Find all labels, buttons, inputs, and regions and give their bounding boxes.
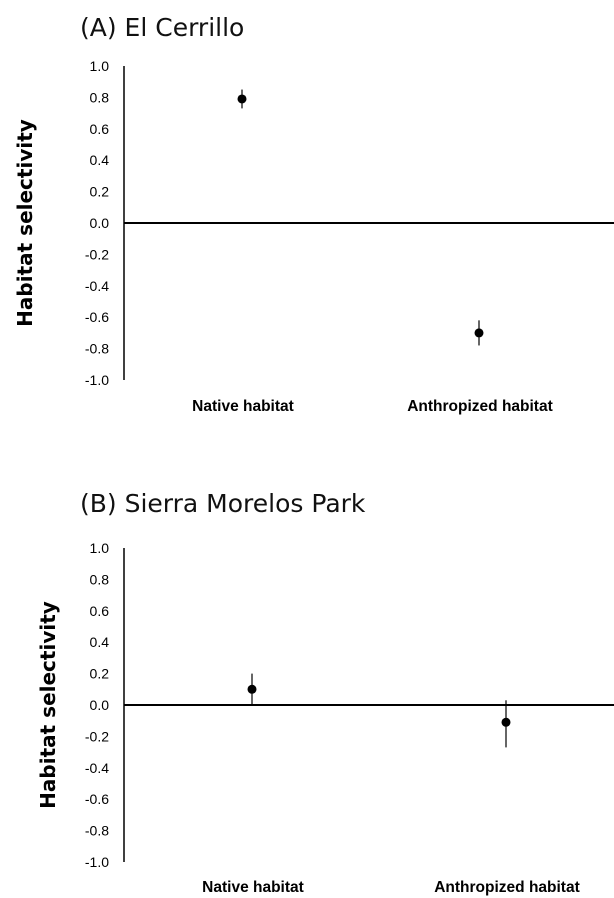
y-tick-label: 0.8 [90, 89, 110, 105]
y-tick-label: -0.4 [85, 760, 109, 776]
y-tick-label: 0.0 [90, 697, 110, 713]
y-axis-label: Habitat selectivity [13, 119, 37, 327]
x-category-label: Anthropized habitat [407, 398, 553, 415]
y-tick-label: -1.0 [85, 372, 109, 388]
data-point [247, 684, 257, 694]
y-tick-label: -0.4 [85, 278, 109, 294]
y-axis-label: Habitat selectivity [36, 601, 60, 809]
data-point [237, 94, 247, 104]
y-tick-label: 0.6 [90, 121, 110, 137]
y-tick-label: -0.8 [85, 341, 109, 357]
chart-panel-a: (A) El Cerrillo Habitat selectivity 1.0 0.8… [13, 13, 614, 415]
y-tick-label: -0.2 [85, 728, 109, 744]
chart-title: (B) Sierra Morelos Park [80, 489, 366, 518]
y-tick-label: -0.8 [85, 823, 109, 839]
y-tick-label: 1.0 [90, 540, 110, 556]
y-tick-label: 0.2 [90, 184, 110, 200]
x-category-label: Native habitat [192, 398, 294, 415]
x-category-label: Native habitat [202, 879, 304, 896]
data-point [501, 717, 511, 727]
y-tick-label: -1.0 [85, 854, 109, 870]
x-category-label: Anthropized habitat [434, 879, 580, 896]
chart-title: (A) El Cerrillo [80, 13, 244, 42]
chart-panel-b: (B) Sierra Morelos Park Habitat selectivi… [36, 489, 614, 896]
y-tick-label: -0.2 [85, 246, 109, 262]
y-tick-label: 0.8 [90, 571, 110, 587]
y-tick-label: 0.6 [90, 603, 110, 619]
y-tick-label: -0.6 [85, 309, 109, 325]
data-point [474, 328, 484, 338]
y-tick-label: -0.6 [85, 791, 109, 807]
y-tick-label: 0.0 [90, 215, 110, 231]
y-tick-label: 0.4 [90, 152, 110, 168]
y-tick-label: 0.2 [90, 666, 110, 682]
y-tick-label: 1.0 [90, 58, 110, 74]
y-tick-label: 0.4 [90, 634, 110, 650]
